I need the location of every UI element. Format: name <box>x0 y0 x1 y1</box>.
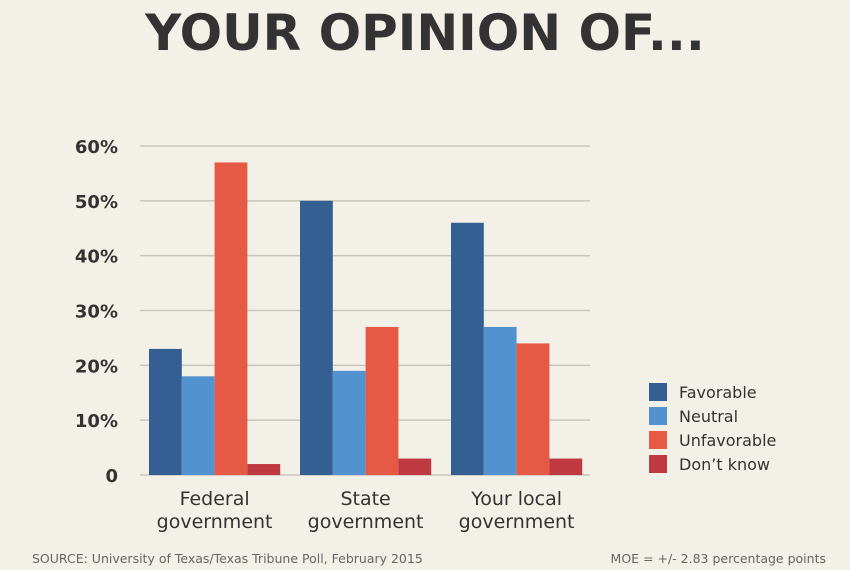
legend-label: Don’t know <box>679 455 770 474</box>
legend-swatch <box>649 407 667 425</box>
legend-swatch <box>649 431 667 449</box>
y-tick-label: 40% <box>75 247 118 268</box>
bar-favorable-2 <box>451 222 484 475</box>
x-category-label: government <box>157 511 273 533</box>
y-tick-label: 30% <box>75 302 118 323</box>
bar-unfavorable-2 <box>516 343 550 475</box>
bar-don-t-know-0 <box>247 464 281 475</box>
x-category-label: State <box>340 488 390 510</box>
bar-don-t-know-2 <box>549 458 583 475</box>
y-tick-label: 0 <box>105 466 118 487</box>
bar-unfavorable-1 <box>365 326 399 475</box>
bar-unfavorable-0 <box>214 162 248 475</box>
legend-swatch <box>649 455 667 473</box>
source-note: SOURCE: University of Texas/Texas Tribun… <box>32 551 423 566</box>
y-tick-label: 20% <box>75 356 118 377</box>
legend-swatch <box>649 383 667 401</box>
bar-neutral-2 <box>483 326 517 475</box>
y-tick-label: 50% <box>75 192 118 213</box>
legend-label: Neutral <box>679 407 738 426</box>
moe-note: MOE = +/- 2.83 percentage points <box>610 551 826 566</box>
x-category-label: government <box>308 511 424 533</box>
x-category-label: Your local <box>470 488 562 510</box>
x-category-label: Federal <box>180 488 250 510</box>
legend-label: Favorable <box>679 383 757 402</box>
bar-favorable-1 <box>300 200 333 476</box>
x-category-label: government <box>459 511 575 533</box>
bar-don-t-know-1 <box>398 458 432 475</box>
legend-label: Unfavorable <box>679 431 776 450</box>
y-tick-label: 10% <box>75 411 118 432</box>
bar-neutral-0 <box>181 376 215 475</box>
bar-favorable-0 <box>149 348 182 475</box>
y-tick-label: 60% <box>75 137 118 158</box>
chart-title: YOUR OPINION OF... <box>145 4 705 62</box>
bar-neutral-1 <box>332 370 366 475</box>
